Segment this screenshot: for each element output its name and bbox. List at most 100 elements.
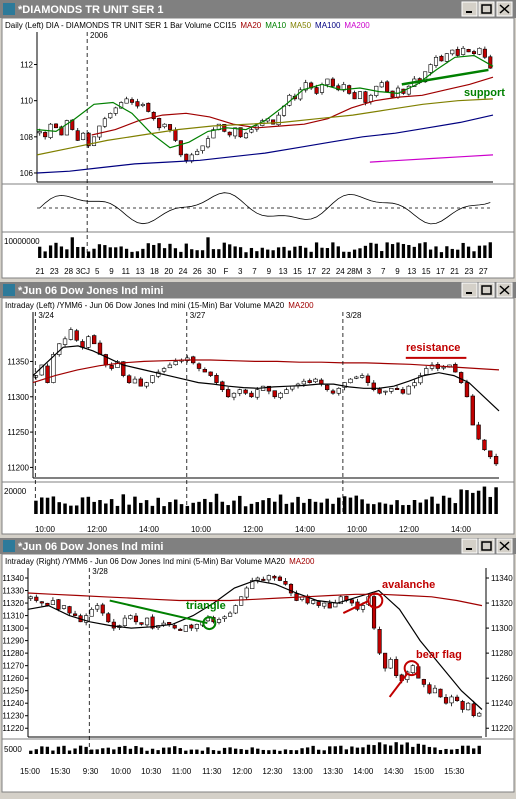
volume-bar: [296, 496, 300, 514]
volume-scale-label: 20000: [4, 487, 27, 496]
volume-bar: [352, 249, 357, 258]
volume-bar: [78, 745, 83, 754]
candle-body: [349, 599, 354, 604]
ma-line-ma200: [369, 154, 494, 163]
volume-bar: [333, 746, 337, 754]
volume-bar: [29, 750, 33, 754]
volume-bar: [228, 747, 232, 754]
volume-bar: [405, 742, 409, 754]
volume-bar: [412, 246, 416, 258]
y-tick-label: 11300: [7, 393, 29, 402]
volume-bar: [482, 486, 487, 514]
volume-bar: [450, 248, 454, 258]
volume-bar: [407, 244, 411, 258]
candle-body: [228, 612, 233, 617]
close-button[interactable]: [496, 538, 513, 554]
maximize-button[interactable]: [478, 1, 495, 17]
x-tick-label: 15: [293, 267, 302, 276]
candle-body: [460, 701, 465, 710]
volume-bar: [184, 750, 188, 754]
titlebar[interactable]: [0, 282, 516, 298]
volume-bar: [157, 243, 161, 258]
x-tick-label: 20: [164, 267, 173, 276]
x-tick-label: 12:00: [232, 767, 253, 776]
x-tick-label: 11:00: [172, 767, 192, 776]
x-tick-label: 9: [109, 267, 114, 276]
candle-body: [243, 132, 249, 139]
candle-body: [325, 78, 330, 85]
volume-bar: [377, 742, 382, 754]
candle-body: [184, 153, 189, 161]
volume-bar: [488, 496, 493, 514]
minimize-button[interactable]: [461, 1, 478, 17]
volume-bar: [260, 247, 264, 258]
candle-body: [303, 82, 308, 91]
candle-body: [432, 687, 438, 694]
volume-bar: [173, 248, 178, 258]
volume-bar: [233, 246, 237, 258]
volume-bar: [309, 251, 313, 258]
candle-body: [162, 123, 167, 128]
triangle-line: [109, 599, 208, 625]
date-marker: 3/28: [92, 567, 108, 576]
volume-bar: [48, 245, 53, 258]
volume-bar: [416, 743, 420, 754]
candle-body: [238, 127, 243, 138]
candle-body: [91, 136, 97, 146]
maximize-button[interactable]: [478, 538, 495, 554]
volume-bar: [106, 747, 110, 754]
volume-bar: [483, 245, 487, 258]
candle-body: [288, 583, 294, 594]
x-tick-label: 5: [95, 267, 100, 276]
x-tick-label: 27: [479, 267, 488, 276]
volume-bar: [366, 744, 371, 754]
volume-bar: [267, 498, 271, 514]
close-button[interactable]: [496, 282, 513, 298]
triangle-circle: [202, 616, 217, 631]
y-tick-label: 11250: [2, 687, 24, 696]
volume-bar: [319, 502, 324, 514]
candle-body: [89, 609, 94, 617]
candle-body: [368, 94, 373, 102]
volume-bar: [261, 500, 265, 514]
right-tick-label: 11300: [491, 624, 513, 633]
x-tick-label: 12:30: [262, 767, 283, 776]
volume-bar: [494, 487, 498, 514]
annotation-avalanche: avalanche: [382, 579, 435, 591]
candle-body: [222, 616, 227, 619]
volume-bar: [350, 746, 354, 754]
volume-bar: [305, 747, 310, 754]
candle-body: [194, 624, 199, 629]
volume-bar: [156, 497, 160, 514]
candle-body: [200, 145, 205, 151]
volume-bar: [43, 251, 47, 258]
maximize-button[interactable]: [478, 282, 495, 298]
volume-bar: [401, 505, 405, 514]
volume-bar: [211, 750, 216, 754]
volume-bar: [361, 747, 365, 754]
minimize-button[interactable]: [461, 538, 478, 554]
titlebar[interactable]: [0, 0, 516, 18]
volume-bar: [317, 749, 321, 754]
date-marker: 3/24: [38, 311, 54, 320]
candle-body: [39, 601, 44, 604]
volume-bar: [109, 499, 114, 514]
candle-body: [140, 103, 145, 106]
volume-bar: [313, 501, 318, 514]
candle-body: [313, 378, 318, 383]
candle-body: [72, 613, 78, 616]
volume-bar: [144, 500, 149, 514]
volume-bar: [444, 748, 448, 754]
candle-body: [379, 82, 384, 88]
minimize-button[interactable]: [461, 282, 478, 298]
volume-bar: [104, 503, 108, 514]
candle-body: [109, 365, 114, 369]
x-tick-label: 23: [50, 267, 59, 276]
candle-body: [33, 375, 39, 378]
volume-bar: [245, 749, 249, 754]
titlebar[interactable]: [0, 538, 516, 554]
x-tick-label: 14:00: [353, 767, 374, 776]
close-button[interactable]: [496, 1, 513, 17]
candle-body: [43, 132, 48, 138]
volume-bar: [412, 500, 417, 514]
